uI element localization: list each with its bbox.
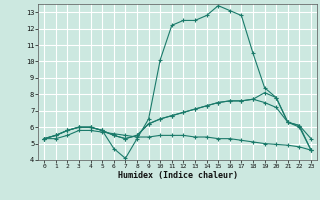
X-axis label: Humidex (Indice chaleur): Humidex (Indice chaleur) xyxy=(118,171,238,180)
